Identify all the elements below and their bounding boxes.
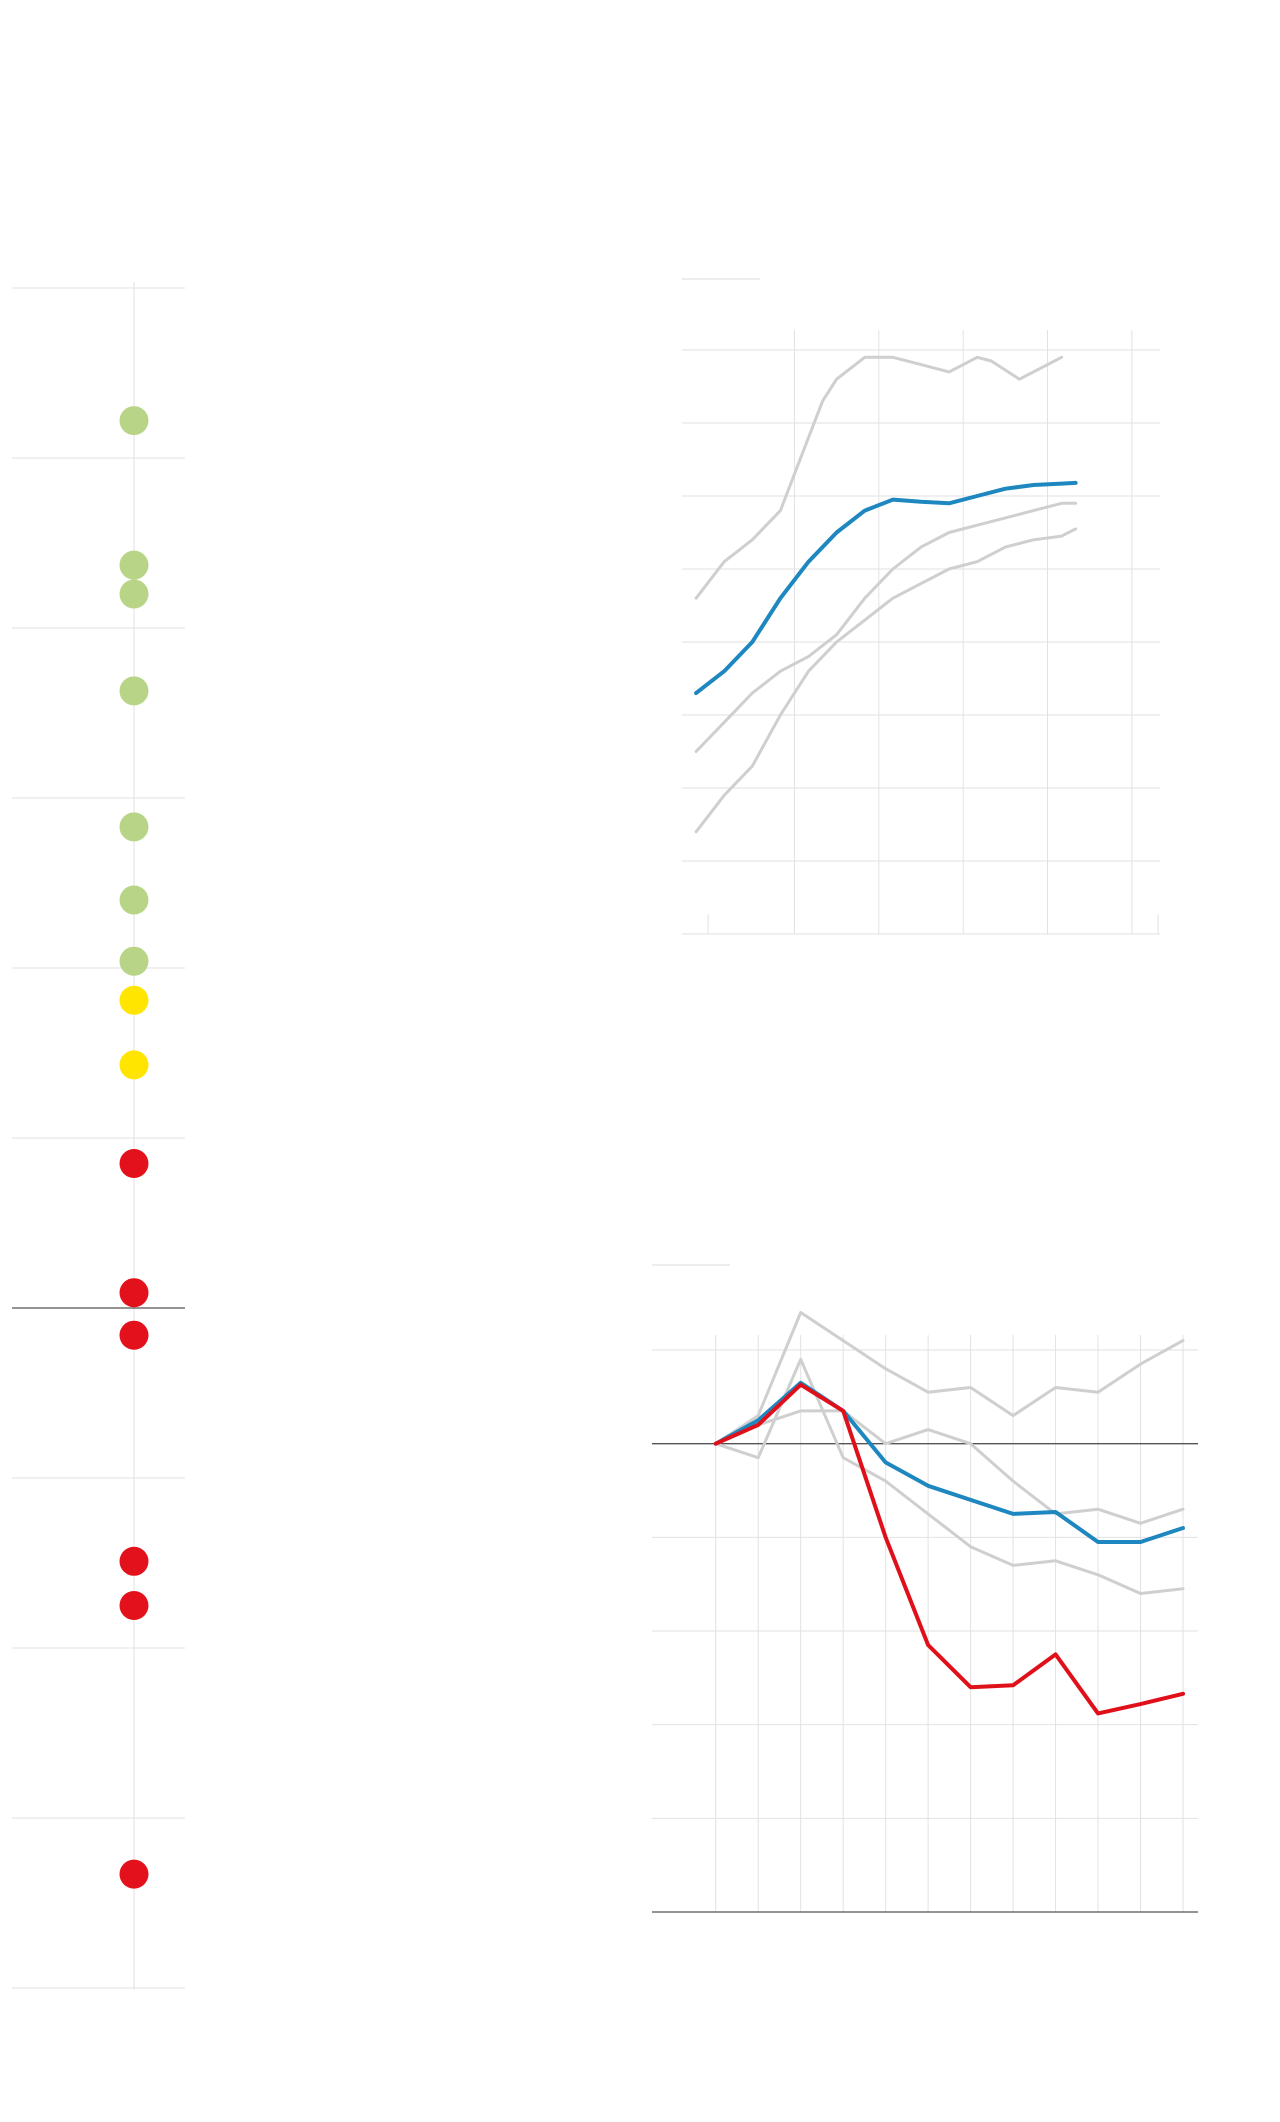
dot-red: [119, 1591, 149, 1620]
series-line-highlight: [713, 1380, 1185, 1544]
series-line-context: [694, 355, 1064, 600]
dot-green: [119, 946, 149, 976]
dot-red: [119, 1278, 149, 1308]
dot-green: [119, 406, 149, 436]
dot-green: [119, 550, 149, 580]
dot-green: [119, 812, 149, 842]
line-chart-bottom: [652, 1264, 1198, 1913]
series-line-context: [714, 1409, 1185, 1525]
dot-red: [119, 1859, 149, 1889]
series-line-context: [694, 501, 1078, 753]
series-line-highlight-red: [713, 1382, 1185, 1716]
series-line-context: [694, 527, 1078, 834]
dot-yellow: [119, 1050, 149, 1080]
series-line-context: [714, 1357, 1185, 1595]
dot-red: [119, 1320, 149, 1350]
dot-green: [119, 885, 149, 915]
series-line-context: [714, 1311, 1185, 1446]
dot-red: [119, 1149, 149, 1178]
dot-yellow: [119, 985, 149, 1015]
series-line-highlight: [694, 480, 1078, 696]
dot-red: [119, 1546, 149, 1576]
line-chart-top: [682, 278, 1160, 935]
dot-green: [119, 676, 149, 706]
dot-green: [119, 579, 149, 609]
dot-strip-chart: [12, 282, 185, 1990]
